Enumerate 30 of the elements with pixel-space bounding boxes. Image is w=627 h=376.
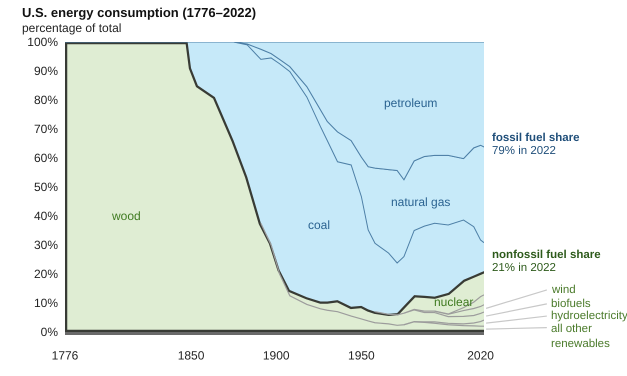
x-tick-label: 1776 (52, 348, 79, 362)
annotation: petroleum (384, 96, 438, 110)
x-tick-label: 1950 (348, 348, 376, 362)
text: 79% in 2022 (492, 145, 556, 157)
annotation: nuclear (434, 295, 474, 309)
annotation: wood (111, 209, 141, 223)
y-tick-label: 80% (34, 93, 58, 108)
y-tick-label: 10% (34, 296, 58, 310)
text: nonfossil fuel share (492, 249, 601, 261)
annotation: natural gas (391, 195, 450, 209)
y-tick-label: 30% (34, 238, 58, 252)
text: 21% in 2022 (492, 262, 556, 274)
y-tick-label: 100% (27, 35, 58, 50)
text: all other renewables (551, 323, 610, 350)
text: biofuels (551, 298, 591, 310)
x-tick-label: 2020 (467, 348, 494, 362)
text: wind (551, 284, 576, 296)
y-tick-label: 40% (34, 209, 58, 224)
chart-title: U.S. energy consumption (1776–2022) (22, 5, 256, 20)
annotation: coal (308, 218, 330, 232)
x-tick-label: 1850 (178, 348, 205, 362)
y-tick-label: 60% (34, 151, 58, 166)
y-tick-label: 0% (40, 325, 58, 340)
y-tick-label: 90% (34, 64, 58, 78)
y-axis-title: percentage of total (22, 21, 122, 35)
y-tick-label: 70% (34, 122, 58, 136)
y-tick-label: 50% (34, 180, 58, 194)
x-tick-label: 1900 (262, 348, 290, 362)
y-tick-label: 20% (34, 267, 58, 282)
text: fossil fuel share (492, 132, 580, 144)
